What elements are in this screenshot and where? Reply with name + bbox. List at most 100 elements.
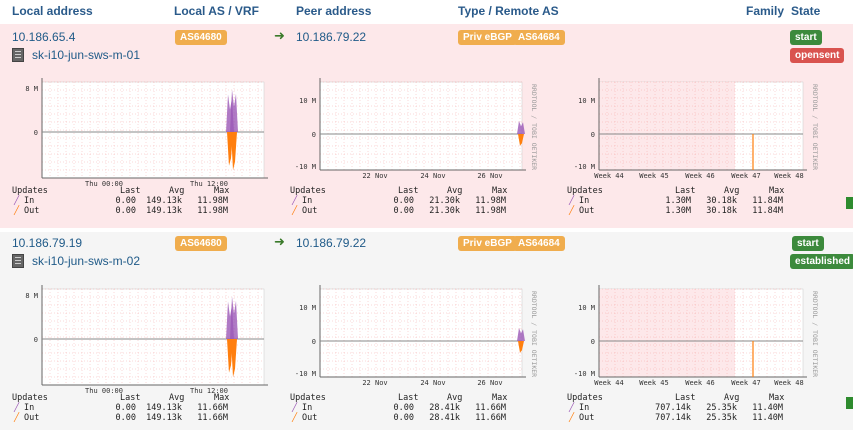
peer-ip-link[interactable]: 10.186.79.22 <box>296 30 367 44</box>
legend-updates: Updates <box>290 393 326 403</box>
legend-avg-header: Avg <box>724 393 740 403</box>
legend-out-label: Out <box>24 413 40 423</box>
in-series-spike <box>517 328 525 341</box>
legend-out-label: Out <box>24 206 40 216</box>
graph-legend: Updates Last Avg Max ╱ In ╱ Out 0.00 28.41k 11.66M… <box>290 393 542 425</box>
y-tick-label: 10 M <box>299 97 316 105</box>
out-avg-value: 21.30k <box>429 206 460 216</box>
plot-area <box>319 81 523 171</box>
traffic-graph-week[interactable]: 10 M 0 -10 M 22 Nov 24 Nov 26 Nov RRDTOOL / TO… <box>290 74 550 219</box>
in-series-spike <box>230 296 238 339</box>
legend-max-header: Max <box>769 186 785 196</box>
graph-legend: Updates Last Avg Max ╱ In ╱ Out 0.00 149.13k 11.98… <box>12 186 264 218</box>
traffic-graph-month[interactable]: 10 M 0 -10 M Week 44 Week 45 Week 46 Week 47 We… <box>567 281 827 426</box>
col-state[interactable]: State <box>791 4 821 18</box>
admin-state-badge: start <box>790 30 822 45</box>
legend-max-header: Max <box>492 186 508 196</box>
legend-max-header: Max <box>492 393 508 403</box>
legend-out-label: Out <box>579 413 595 423</box>
legend-last-header: Last <box>120 393 141 403</box>
hostname-link[interactable]: sk-i10-jun-sws-m-01 <box>32 48 141 62</box>
bgp-state-badge: established <box>790 254 853 269</box>
out-swatch-icon: ╱ <box>569 206 575 216</box>
x-tick-label: Week 44 <box>594 379 624 387</box>
rrdtool-watermark: RRDTOOL / TOBI OETIKER <box>530 84 538 170</box>
in-avg-value: 21.30k <box>429 196 460 206</box>
local-ip-link[interactable]: 10.186.79.19 <box>12 236 83 250</box>
graph-legend: Updates Last Avg Max ╱ In ╱ Out 707.14k 25.35k 11.… <box>567 393 819 425</box>
graph-canvas: 10 M 0 -10 M 22 Nov 24 Nov 26 Nov RRDTOOL / TO… <box>295 285 538 387</box>
rrdtool-watermark: RRDTOOL / TOBI OETIKER <box>811 84 819 170</box>
legend-max-header: Max <box>769 393 785 403</box>
out-last-value: 0.00 <box>393 413 414 423</box>
y-tick-label: 10 M <box>299 304 316 312</box>
col-type-remote-as[interactable]: Type / Remote AS <box>458 4 559 18</box>
in-swatch-icon: ╱ <box>14 403 20 413</box>
col-local-address[interactable]: Local address <box>12 4 93 18</box>
remote-as-badge[interactable]: AS64684 <box>513 30 565 45</box>
x-tick-label: 24 Nov <box>420 379 445 387</box>
x-tick-label: 22 Nov <box>362 172 387 180</box>
in-avg-value: 149.13k <box>146 403 182 413</box>
out-max-value: 11.98M <box>197 206 228 216</box>
plot-shade <box>599 289 735 377</box>
legend-in-label: In <box>579 196 590 206</box>
in-swatch-icon: ╱ <box>569 196 575 206</box>
hostname-link[interactable]: sk-i10-jun-sws-m-02 <box>32 254 141 268</box>
col-peer-address[interactable]: Peer address <box>296 4 372 18</box>
out-swatch-icon: ╱ <box>292 206 298 216</box>
in-max-value: 11.98M <box>475 196 506 206</box>
x-tick-label: Thu 00:00 <box>85 387 123 393</box>
y-tick-label: -10 M <box>295 163 316 171</box>
local-as-badge[interactable]: AS64680 <box>175 236 227 251</box>
x-tick-label: Week 46 <box>685 379 715 387</box>
x-tick-label: Week 46 <box>685 172 715 180</box>
x-tick-label: 26 Nov <box>477 379 502 387</box>
traffic-graph-month[interactable]: 10 M 0 -10 M Week 44 Week 45 Week 46 Week 47 We… <box>567 74 827 219</box>
legend-avg-header: Avg <box>169 186 185 196</box>
in-last-value: 1.30M <box>665 196 691 206</box>
out-series-spike <box>231 132 237 171</box>
in-last-value: 0.00 <box>393 403 414 413</box>
in-max-value: 11.66M <box>475 403 506 413</box>
local-as-badge[interactable]: AS64680 <box>175 30 227 45</box>
graph-legend: Updates Last Avg Max ╱ In ╱ Out 0.00 149.13k 11.66… <box>12 393 264 425</box>
x-tick-label: Week 47 <box>731 172 761 180</box>
remote-as-badge[interactable]: AS64684 <box>513 236 565 251</box>
x-tick-label: Thu 12:00 <box>190 180 228 186</box>
in-series-spike <box>517 121 525 134</box>
out-series-spike <box>518 134 524 146</box>
y-tick-label: -10 M <box>574 370 595 378</box>
x-tick-label: Week 48 <box>774 172 804 180</box>
y-tick-label: 0 <box>591 338 595 346</box>
legend-in-label: In <box>24 196 35 206</box>
plot-area <box>319 288 523 378</box>
out-avg-value: 25.35k <box>706 413 737 423</box>
legend-last-header: Last <box>398 186 419 196</box>
in-swatch-icon: ╱ <box>292 403 298 413</box>
x-tick-label: Thu 00:00 <box>85 180 123 186</box>
x-tick-label: 22 Nov <box>362 379 387 387</box>
traffic-graph-week[interactable]: 10 M 0 -10 M 22 Nov 24 Nov 26 Nov RRDTOOL / TO… <box>290 281 550 426</box>
local-ip-link[interactable]: 10.186.65.4 <box>12 30 76 44</box>
legend-max-header: Max <box>214 393 230 403</box>
in-max-value: 11.66M <box>197 403 228 413</box>
y-tick-label: 0 <box>591 131 595 139</box>
server-icon <box>12 48 24 62</box>
legend-avg-header: Avg <box>724 186 740 196</box>
y-tick-label: 0 <box>34 336 38 344</box>
out-max-value: 11.40M <box>752 413 783 423</box>
peer-ip-link[interactable]: 10.186.79.22 <box>296 236 367 250</box>
row-edge-marker <box>846 197 853 209</box>
out-avg-value: 149.13k <box>146 206 182 216</box>
in-last-value: 0.00 <box>393 196 414 206</box>
out-swatch-icon: ╱ <box>569 413 575 423</box>
col-family[interactable]: Family <box>746 4 785 18</box>
out-swatch-icon: ╱ <box>14 206 20 216</box>
col-local-as[interactable]: Local AS / VRF <box>174 4 259 18</box>
